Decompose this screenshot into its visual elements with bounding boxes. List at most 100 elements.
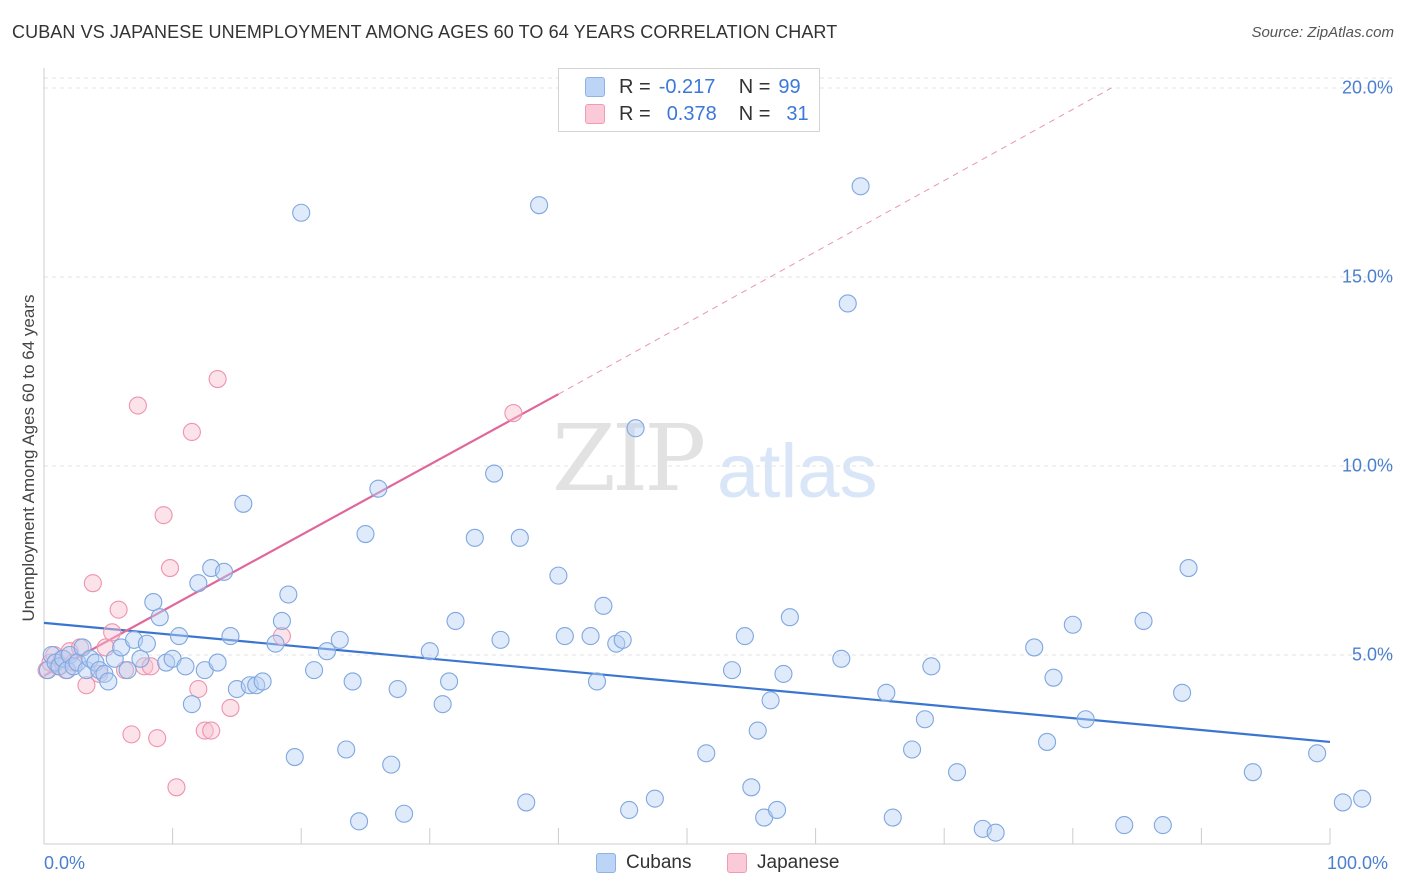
legend-row-japanese: R = 0.378 N = 31 (585, 101, 809, 127)
cubans-point (742, 778, 761, 797)
cubans-r-value: -0.217 (658, 75, 716, 98)
cubans-point (1134, 611, 1153, 631)
japanese-legend-label: Japanese (757, 852, 840, 873)
r-label: R = (619, 75, 651, 98)
cubans-point (350, 812, 369, 831)
cubans-point (626, 419, 645, 438)
japanese-point (160, 559, 180, 578)
cubans-point (388, 679, 407, 699)
japanese-points (37, 370, 523, 797)
r-label: R = (619, 102, 651, 125)
cubans-point (948, 763, 967, 782)
cubans-point (208, 653, 227, 672)
japanese-point (141, 657, 160, 676)
cubans-point (491, 630, 510, 649)
cubans-point (838, 294, 857, 313)
cubans-point (735, 627, 754, 646)
cubans-point (1044, 668, 1063, 687)
cubans-point (780, 608, 799, 627)
cubans-point (169, 627, 189, 646)
x-tick-label-1: 100.0% (1327, 853, 1389, 873)
cubans-point (510, 528, 529, 547)
cubans-point (645, 789, 664, 808)
japanese-swatch (585, 104, 605, 124)
cubans-point (1115, 816, 1134, 835)
japanese-legend-swatch (727, 853, 747, 873)
cubans-point (189, 574, 208, 593)
cubans-point (369, 479, 388, 498)
japanese-point (195, 721, 214, 740)
cubans-point (144, 593, 163, 612)
cubans-point (77, 661, 96, 680)
cubans-point (118, 661, 137, 680)
japanese-point (182, 422, 201, 442)
japanese-point (154, 506, 173, 525)
cubans-point (761, 691, 780, 710)
japanese-point (189, 679, 208, 699)
cubans-point (902, 740, 922, 759)
y-tick-label-5: 5.0% (1351, 644, 1393, 665)
cubans-point (1076, 710, 1095, 729)
cubans-point (182, 695, 201, 714)
legend-item-cubans[interactable]: Cubans (596, 852, 692, 874)
cubans-point (883, 808, 902, 827)
cubans-point (1153, 816, 1172, 835)
cubans-point (395, 804, 414, 823)
cubans-point (767, 800, 787, 820)
chart-title: CUBAN VS JAPANESE UNEMPLOYMENT AMONG AGE… (12, 22, 838, 42)
cubans-point (99, 672, 118, 691)
cubans-point (253, 672, 272, 691)
cubans-point (131, 649, 150, 668)
cubans-point (613, 630, 632, 649)
y-tick-label-20: 20.0% (1341, 77, 1393, 98)
axes (43, 68, 1331, 845)
cubans-point (266, 634, 285, 653)
japanese-point (208, 370, 227, 389)
japanese-r-value: 0.378 (666, 102, 717, 125)
japanese-point (109, 600, 128, 619)
source-label: Source: ZipAtlas.com (1251, 24, 1394, 41)
japanese-trend-extension (558, 87, 1112, 395)
japanese-point (103, 623, 122, 642)
cubans-point (317, 642, 336, 661)
trend-lines (43, 87, 1331, 744)
cubans-trend-line (43, 621, 1331, 744)
cubans-point (440, 672, 459, 691)
cubans-point (986, 823, 1005, 842)
cubans-point (420, 642, 439, 661)
cubans-point (214, 562, 234, 581)
cubans-point (594, 596, 613, 615)
cubans-point (285, 748, 304, 767)
cubans-point (620, 800, 639, 820)
cubans-point (1179, 559, 1198, 578)
n-label: N = (738, 102, 771, 125)
japanese-point (504, 404, 523, 423)
cubans-point (774, 664, 793, 683)
cubans-point (465, 528, 484, 547)
cubans-point (337, 740, 356, 759)
japanese-point (202, 721, 221, 740)
cuban-points (38, 177, 1372, 842)
cubans-point (587, 672, 607, 691)
cubans-point (1063, 615, 1082, 634)
japanese-point (167, 778, 186, 797)
cubans-point (150, 608, 169, 627)
cubans-point (722, 661, 742, 680)
cubans-point (915, 710, 934, 729)
legend-row-cubans: R = -0.217 N = 99 (585, 74, 801, 100)
japanese-point (77, 676, 96, 695)
cubans-point (38, 661, 57, 680)
cubans-point (1333, 793, 1352, 812)
cubans-point (343, 672, 362, 691)
cubans-point (446, 611, 465, 631)
japanese-point (148, 729, 167, 748)
cubans-point (292, 203, 311, 222)
cubans-point (697, 744, 716, 763)
japanese-point (83, 574, 102, 593)
correlation-legend: R = -0.217 N = 99 R = 0.378 N = 31 (558, 68, 820, 132)
legend-item-japanese[interactable]: Japanese (727, 852, 839, 874)
cubans-point (433, 695, 452, 714)
cubans-point (555, 627, 574, 646)
cubans-point (1308, 744, 1327, 763)
